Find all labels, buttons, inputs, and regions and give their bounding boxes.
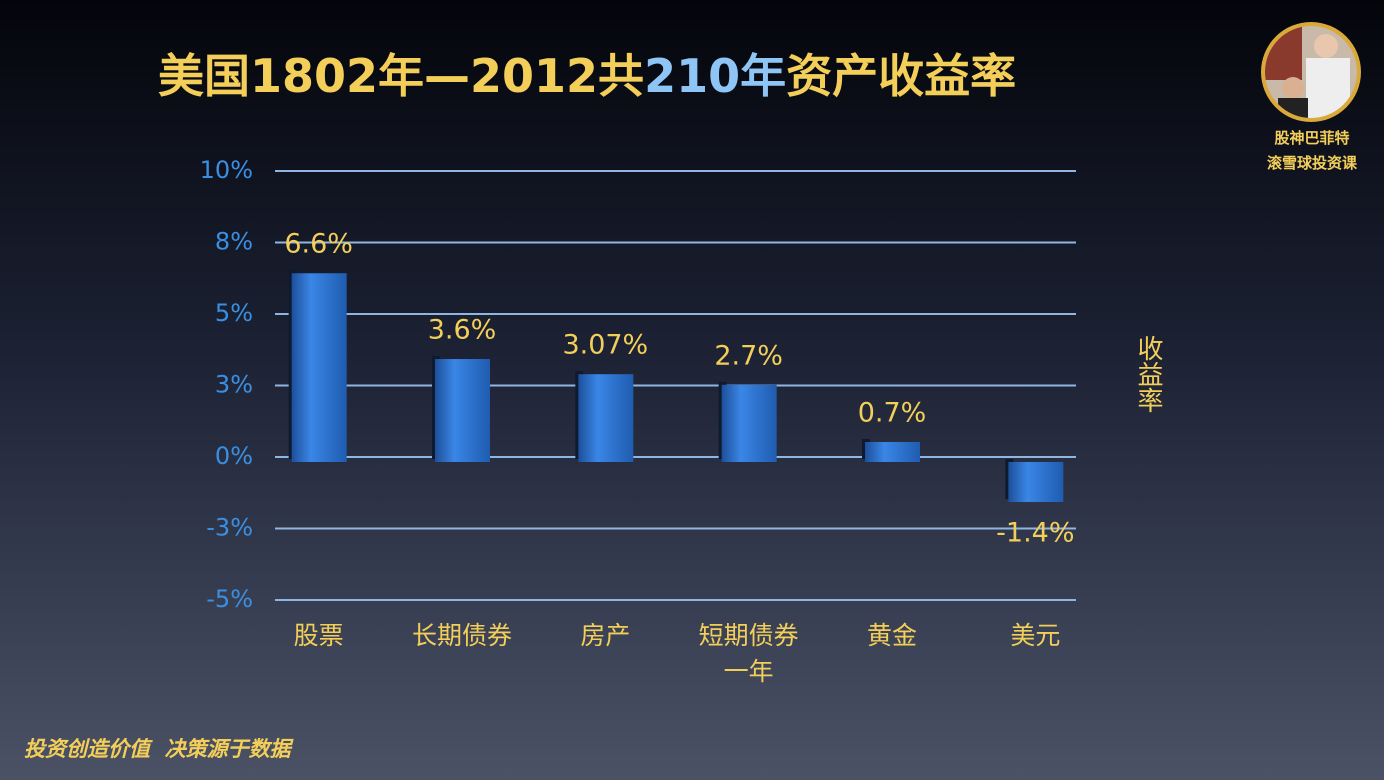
bar xyxy=(721,384,777,462)
x-tick-label: 美元 xyxy=(1010,621,1061,650)
title-part: 资产收益率 xyxy=(786,49,1017,103)
bar xyxy=(865,441,920,462)
y-tick-label: 8% xyxy=(215,228,253,256)
value-label: 2.7% xyxy=(714,340,783,371)
badge-text: 股神巴菲特 xyxy=(1274,129,1350,147)
y-tick-label: 5% xyxy=(215,299,253,327)
bar xyxy=(291,273,347,462)
x-tick-label: 房产 xyxy=(580,621,631,650)
y-tick-label: -3% xyxy=(206,514,253,542)
bar xyxy=(1008,462,1064,503)
y-tick-label: 0% xyxy=(215,442,253,470)
badge-text: 滚雪球投资课 xyxy=(1266,154,1357,172)
y-axis-label: 收益率 xyxy=(1133,335,1163,413)
x-tick-label: 长期债券 xyxy=(411,621,512,650)
value-label: 3.07% xyxy=(562,330,648,361)
y-tick-label: -5% xyxy=(206,585,253,613)
value-label: 0.7% xyxy=(858,397,927,428)
bar xyxy=(578,374,634,462)
x-tick-label: 股票 xyxy=(293,621,344,650)
chart-title: 美国1802年—2012共210年资产收益率 xyxy=(158,40,1016,106)
badge-photo xyxy=(1265,26,1357,118)
footer: 投资创造价值 决策源于数据 xyxy=(24,736,291,761)
bar xyxy=(435,359,490,462)
value-label: 6.6% xyxy=(284,229,353,260)
title-part: 210年 xyxy=(644,49,787,103)
value-label: -1.4% xyxy=(996,518,1074,549)
x-tick-label: 黄金 xyxy=(866,621,917,650)
value-label: 3.6% xyxy=(428,315,497,346)
y-tick-label: 3% xyxy=(215,371,253,399)
x-tick-label: 短期债券 一年 xyxy=(698,621,799,686)
y-tick-label: 10% xyxy=(200,156,253,184)
title-part: 美国1802年—2012共 xyxy=(158,49,645,103)
